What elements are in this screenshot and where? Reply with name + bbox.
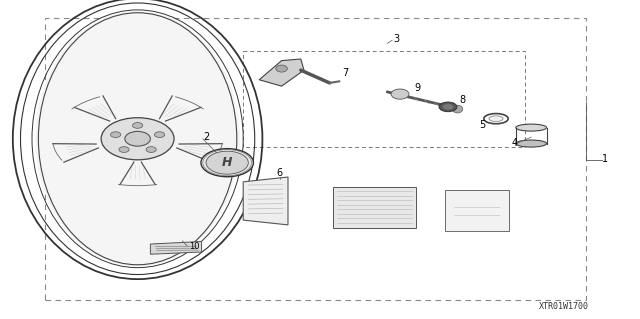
Ellipse shape (391, 89, 409, 99)
Text: XTR01W1700: XTR01W1700 (539, 302, 589, 311)
Polygon shape (259, 59, 304, 86)
Ellipse shape (452, 105, 463, 113)
Text: 9: 9 (415, 83, 421, 93)
Ellipse shape (439, 102, 457, 112)
Ellipse shape (442, 104, 454, 110)
Ellipse shape (35, 11, 240, 266)
Text: 7: 7 (342, 68, 349, 78)
Polygon shape (333, 187, 416, 228)
Ellipse shape (101, 118, 174, 160)
Text: 8: 8 (460, 95, 466, 106)
Ellipse shape (206, 151, 248, 174)
Text: 2: 2 (203, 132, 209, 142)
Polygon shape (445, 190, 509, 231)
Polygon shape (150, 241, 202, 254)
Ellipse shape (132, 122, 143, 128)
Text: 6: 6 (276, 168, 283, 178)
Ellipse shape (276, 65, 287, 72)
Ellipse shape (516, 124, 547, 131)
Text: H: H (222, 156, 232, 169)
Text: 4: 4 (512, 137, 518, 148)
Ellipse shape (154, 132, 164, 137)
Ellipse shape (489, 116, 503, 122)
Ellipse shape (111, 132, 121, 137)
Ellipse shape (516, 140, 547, 147)
Polygon shape (243, 177, 288, 225)
Ellipse shape (125, 131, 150, 146)
Ellipse shape (119, 147, 129, 152)
Text: 1: 1 (602, 154, 608, 165)
Text: 5: 5 (479, 120, 485, 130)
Ellipse shape (201, 149, 253, 177)
Text: 3: 3 (394, 34, 400, 44)
Ellipse shape (146, 147, 156, 152)
Text: 10: 10 (189, 242, 199, 251)
Bar (45, 18, 586, 300)
